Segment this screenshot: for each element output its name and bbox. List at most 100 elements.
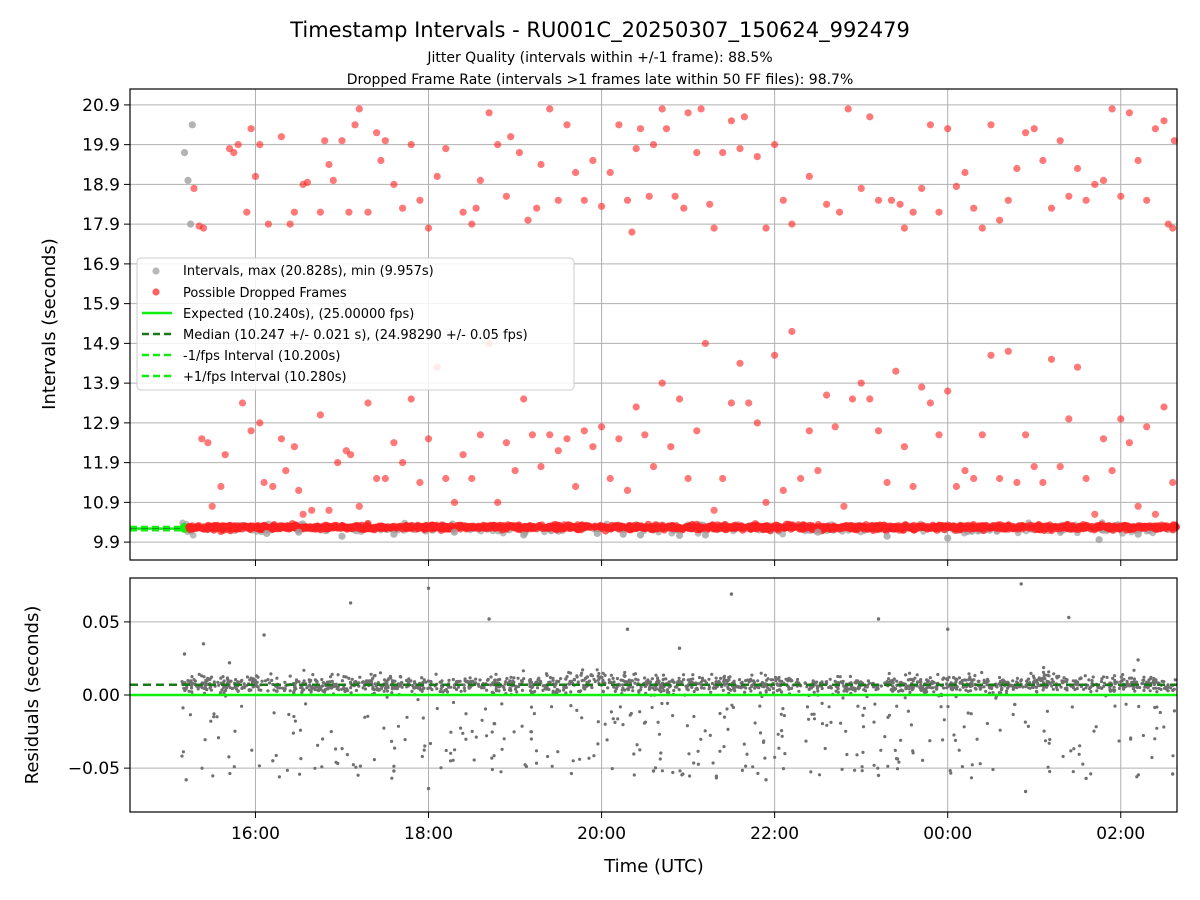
dropped-frame-point (848, 395, 857, 403)
residual-point (555, 687, 559, 692)
residual-point (703, 679, 707, 683)
dropped-frame-point (1125, 439, 1133, 447)
residual-point (1154, 678, 1158, 682)
residual-point (691, 673, 695, 677)
residual-point (727, 675, 731, 680)
residual-point (1152, 682, 1156, 687)
intervals-ytick-label: 18.9 (82, 175, 120, 195)
residual-point (188, 713, 192, 717)
residual-point (889, 688, 893, 692)
legend-label-intervals: Intervals, max (20.828s), min (9.957s) (183, 264, 434, 279)
dropped-frame-point (580, 196, 588, 204)
residual-point (857, 687, 861, 691)
residual-point (695, 687, 700, 692)
residual-point (609, 673, 614, 677)
dropped-frame-point (645, 192, 653, 200)
residual-point (299, 757, 303, 761)
residual-point (260, 679, 264, 683)
residual-point (924, 687, 928, 691)
dropped-frame-point (1153, 522, 1161, 530)
dropped-frame-point (572, 482, 580, 491)
dropped-frame-point (1104, 522, 1112, 530)
dropped-frame-point (399, 204, 407, 212)
residual-point (658, 689, 662, 693)
interval-point-start (179, 524, 187, 532)
dropped-frame-point (671, 192, 679, 200)
residual-point (1150, 755, 1154, 760)
dropped-frame-point (956, 525, 964, 533)
residual-point (1064, 677, 1068, 681)
dropped-frame-point (221, 451, 229, 459)
interval-point (701, 531, 710, 539)
residual-point (1051, 680, 1055, 684)
dropped-frame-point (1142, 523, 1150, 531)
residual-point (461, 731, 465, 735)
residual-point (1065, 686, 1069, 690)
residual-point (385, 681, 389, 685)
residual-point (1152, 686, 1156, 690)
residual-outlier-point (876, 617, 881, 621)
residual-point (860, 765, 864, 769)
residual-point (426, 679, 430, 683)
residual-point (342, 685, 346, 690)
residual-point (572, 677, 576, 682)
dropped-frame-point (563, 435, 571, 443)
residual-point (1071, 679, 1075, 683)
dropped-frame-point (347, 451, 355, 459)
dropped-frame-point (897, 525, 906, 533)
residual-point (941, 738, 945, 742)
residual-point (717, 680, 721, 684)
residual-point (862, 706, 867, 710)
residual-point (654, 673, 658, 677)
dropped-frame-point (797, 474, 805, 483)
residual-point (274, 753, 278, 758)
residual-point (729, 688, 733, 692)
dropped-frame-point (598, 423, 606, 431)
dropped-frame-point (694, 523, 702, 531)
dropped-frame-point (978, 431, 986, 439)
residual-point (356, 773, 360, 777)
residual-point (503, 682, 507, 686)
residual-point (472, 758, 476, 762)
residual-point (950, 688, 955, 692)
residual-point (309, 690, 313, 694)
residual-point (562, 688, 566, 692)
dropped-frame-point (373, 474, 381, 483)
residual-point (1028, 686, 1032, 690)
residual-point (320, 677, 324, 682)
residual-point (282, 689, 287, 693)
residual-point (494, 672, 498, 676)
residual-point (611, 717, 615, 721)
dropped-frame-point (334, 459, 342, 467)
dropped-frame-point (1108, 467, 1116, 475)
residual-point (545, 673, 549, 678)
residual-point (879, 684, 883, 688)
residual-point (690, 685, 694, 689)
residual-point (548, 676, 553, 680)
residual-point (513, 687, 518, 691)
residual-point (1013, 702, 1017, 707)
dropped-frame-point (883, 478, 891, 487)
residual-point (424, 680, 428, 684)
residual-point (353, 680, 357, 684)
residual-outlier-point (1067, 615, 1071, 620)
legend-label-median: Median (10.247 +/- 0.021 s), (24.98290 +… (183, 328, 528, 343)
residual-point (203, 738, 207, 742)
residuals-xtick-label: 02:00 (1096, 824, 1145, 844)
intervals-plot-frame (129, 88, 1178, 561)
residual-point (1011, 679, 1015, 683)
residual-point (707, 685, 712, 689)
dropped-frame-point (1091, 510, 1099, 518)
residual-point (984, 680, 988, 685)
legend: Intervals, max (20.828s), min (9.957s) P… (136, 257, 575, 391)
residual-point (1135, 685, 1139, 690)
residual-point (1083, 674, 1087, 678)
residual-point (804, 739, 808, 743)
residual-point (360, 680, 365, 685)
residual-point (678, 769, 682, 773)
residual-point (703, 729, 707, 733)
residual-point (838, 675, 842, 679)
residual-point (269, 672, 273, 676)
residual-point (502, 737, 506, 741)
dropped-frame-point (485, 109, 493, 117)
